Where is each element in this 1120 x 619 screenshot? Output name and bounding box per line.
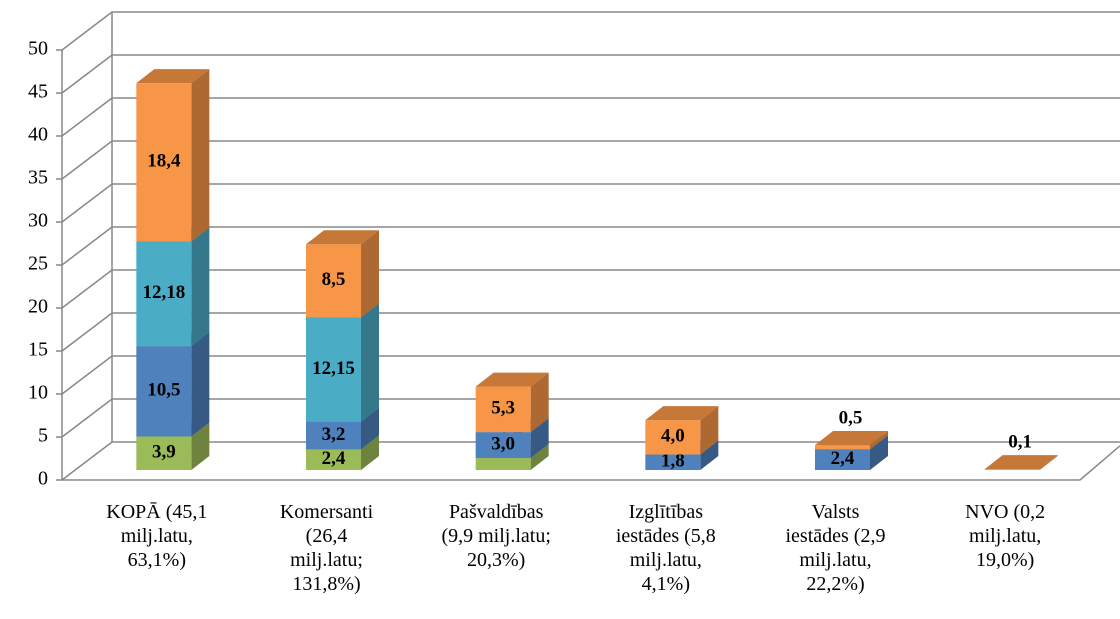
bar-front xyxy=(136,346,192,437)
data-label: 2,4 xyxy=(831,448,855,469)
bar-top xyxy=(645,406,719,421)
bar-front xyxy=(815,449,870,470)
data-label: 10,5 xyxy=(147,380,180,401)
grid-line xyxy=(61,140,1120,180)
x-tick-label: Izglītības iestādes (5,8 milj.latu, 4,1%… xyxy=(615,501,716,595)
bar-side xyxy=(530,443,549,470)
bar-segment xyxy=(475,372,549,433)
grid-line xyxy=(61,355,1120,395)
grid-line xyxy=(61,54,1120,94)
grid-line xyxy=(61,312,1120,352)
x-tick-label: Komersanti (26,4 milj.latu; 131,8%) xyxy=(279,501,374,595)
bar-side xyxy=(700,440,719,470)
data-label: 0,1 xyxy=(1008,431,1032,452)
bar-front xyxy=(475,432,531,458)
bar-side xyxy=(361,407,379,450)
bar-front xyxy=(136,436,192,470)
bar-side xyxy=(700,406,719,455)
bar-front xyxy=(475,457,531,470)
bar-front xyxy=(136,83,192,242)
data-label: 2,4 xyxy=(322,448,346,469)
bar-front xyxy=(645,454,701,470)
data-label: 4,0 xyxy=(661,426,685,447)
bar-side xyxy=(191,332,210,437)
bar-segment xyxy=(306,230,379,318)
bar-front xyxy=(475,386,531,433)
bar-segment xyxy=(645,406,719,455)
bar-side xyxy=(191,69,210,242)
floor-edge xyxy=(62,445,1120,481)
bar-side xyxy=(870,431,888,450)
grid-line xyxy=(61,183,1120,223)
y-tick-label: 10 xyxy=(28,382,48,404)
grid-line xyxy=(61,226,1120,266)
data-label: 0,5 xyxy=(839,407,863,428)
data-label: 18,4 xyxy=(147,151,181,172)
data-label: 3,2 xyxy=(322,424,346,445)
bar-segment xyxy=(815,431,888,450)
bar-top xyxy=(984,455,1058,470)
bar-front xyxy=(645,420,701,455)
y-tick-label: 0 xyxy=(38,468,48,490)
bar-front xyxy=(815,445,870,450)
bar-side xyxy=(530,418,549,458)
data-label: 12,18 xyxy=(142,282,185,303)
x-tick-label: KOPĀ (45,1 milj.latu, 63,1%) xyxy=(106,501,208,571)
x-tick-label: Valsts iestādes (2,9 milj.latu, 22,2%) xyxy=(785,501,886,595)
y-tick-label: 50 xyxy=(28,38,48,60)
bar-side xyxy=(361,435,379,470)
y-tick-label: 5 xyxy=(38,425,48,447)
y-tick-label: 15 xyxy=(28,339,48,361)
bar-side xyxy=(1039,455,1058,470)
data-label: 8,5 xyxy=(322,269,346,290)
grid-line xyxy=(61,269,1120,309)
bar-top xyxy=(475,372,549,387)
y-tick-label: 25 xyxy=(28,253,48,275)
bar-front xyxy=(306,449,361,470)
bar-segment xyxy=(136,227,210,347)
bar-side xyxy=(361,303,379,422)
x-tick-label: NVO (0,2 milj.latu, 19,0%) xyxy=(965,501,1046,571)
data-label: 5,3 xyxy=(491,398,515,419)
y-tick-label: 30 xyxy=(28,210,48,232)
x-tick-label: Pašvaldības (9,9 milj.latu; 20,3%) xyxy=(441,501,551,571)
grid-line xyxy=(61,398,1120,438)
grid-line xyxy=(61,11,1120,51)
bar-side xyxy=(530,372,549,433)
y-tick-label: 20 xyxy=(28,296,48,318)
grid-line xyxy=(61,441,1120,481)
bar-front xyxy=(306,244,361,318)
bar-side xyxy=(870,435,888,470)
y-tick-label: 35 xyxy=(28,167,48,189)
bar-front xyxy=(306,317,361,422)
bar-top xyxy=(306,230,379,245)
bar-top xyxy=(815,431,888,446)
bar-front xyxy=(136,241,192,347)
bar-side xyxy=(361,230,379,318)
y-tick-label: 45 xyxy=(28,81,48,103)
grid-line xyxy=(61,97,1120,137)
bar-front xyxy=(306,421,361,450)
bar-front xyxy=(984,469,1040,470)
bar-segment xyxy=(984,455,1058,470)
data-label: 3,0 xyxy=(491,433,515,454)
bar-segment xyxy=(136,69,210,242)
bar-side xyxy=(191,422,210,470)
data-label: 3,9 xyxy=(152,442,176,463)
data-label: 12,15 xyxy=(312,358,355,379)
data-label: 1,8 xyxy=(661,451,685,472)
y-tick-label: 40 xyxy=(28,124,48,146)
bar-side xyxy=(191,227,210,347)
bar-top xyxy=(136,69,210,84)
